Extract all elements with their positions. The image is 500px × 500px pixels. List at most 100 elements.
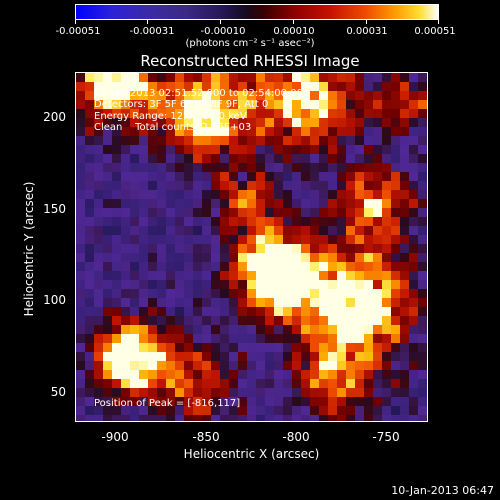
heatmap-cell (337, 370, 346, 379)
heatmap-cell (292, 361, 301, 370)
heatmap-cell (328, 118, 337, 127)
heatmap-cell (364, 370, 373, 379)
heatmap-cell (274, 91, 283, 100)
heatmap-cell (130, 235, 139, 244)
heatmap-cell (364, 343, 373, 352)
heatmap-cell (310, 307, 319, 316)
heatmap-cell (310, 298, 319, 307)
heatmap-cell (346, 388, 355, 397)
heatmap-cell (391, 217, 400, 226)
heatmap-cell (265, 100, 274, 109)
heatmap-cell (130, 253, 139, 262)
heatmap-cell (238, 82, 247, 91)
heatmap-cell (274, 280, 283, 289)
heatmap-cell (112, 217, 121, 226)
heatmap-cell (157, 280, 166, 289)
heatmap-cell (391, 163, 400, 172)
heatmap-cell (418, 271, 427, 280)
heatmap-cell (409, 343, 418, 352)
heatmap-cell (337, 325, 346, 334)
heatmap-cell (229, 226, 238, 235)
heatmap-cell (355, 370, 364, 379)
heatmap-cell (382, 208, 391, 217)
heatmap-cell (148, 334, 157, 343)
heatmap-cell (220, 289, 229, 298)
heatmap-cell (184, 370, 193, 379)
heatmap-cell (427, 118, 428, 127)
heatmap-cell (274, 370, 283, 379)
heatmap-cell (310, 262, 319, 271)
heatmap-cell (130, 343, 139, 352)
heatmap-cell (157, 73, 166, 82)
heatmap-cell (274, 127, 283, 136)
heatmap-cell (148, 172, 157, 181)
heatmap-cell (229, 82, 238, 91)
heatmap-cell (418, 100, 427, 109)
heatmap-cell (85, 226, 94, 235)
heatmap-cell (175, 244, 184, 253)
heatmap-cell (211, 199, 220, 208)
heatmap-cell (103, 307, 112, 316)
heatmap-cell (76, 91, 85, 100)
heatmap-cell (139, 298, 148, 307)
heatmap-cell (229, 172, 238, 181)
heatmap-cell (112, 271, 121, 280)
heatmap-cell (184, 298, 193, 307)
heatmap-cell (76, 208, 85, 217)
heatmap-cell (265, 262, 274, 271)
heatmap-cell (391, 307, 400, 316)
heatmap-cell (175, 352, 184, 361)
heatmap-cell (229, 262, 238, 271)
heatmap-cell (301, 91, 310, 100)
heatmap-cell (418, 217, 427, 226)
heatmap-cell (103, 316, 112, 325)
heatmap-cell (139, 82, 148, 91)
heatmap-cell (265, 145, 274, 154)
heatmap-cell (184, 73, 193, 82)
heatmap-cell (130, 406, 139, 415)
heatmap-cell (247, 109, 256, 118)
heatmap-cell (328, 379, 337, 388)
heatmap-cell (139, 127, 148, 136)
heatmap-cell (346, 208, 355, 217)
heatmap-cell (247, 163, 256, 172)
heatmap-cell (418, 91, 427, 100)
heatmap-cell (175, 190, 184, 199)
heatmap-cell (301, 181, 310, 190)
heatmap-cell (229, 379, 238, 388)
heatmap-cell (400, 208, 409, 217)
heatmap-cell (211, 217, 220, 226)
heatmap-cell (166, 361, 175, 370)
heatmap-cell (310, 280, 319, 289)
heatmap-cell (130, 244, 139, 253)
heatmap-cell (76, 397, 85, 406)
heatmap-cell (337, 289, 346, 298)
heatmap-cell (157, 154, 166, 163)
heatmap-cell (409, 352, 418, 361)
heatmap-cell (274, 82, 283, 91)
heatmap-cell (310, 334, 319, 343)
heatmap-cell (157, 379, 166, 388)
heatmap-cell (211, 397, 220, 406)
heatmap-cell (220, 145, 229, 154)
heatmap-cell (427, 217, 428, 226)
heatmap-cell (400, 136, 409, 145)
heatmap-cell (103, 118, 112, 127)
heatmap-cell (211, 172, 220, 181)
heatmap-cell (310, 73, 319, 82)
y-tick-label: 100 (43, 293, 66, 307)
heatmap-cell (373, 406, 382, 415)
heatmap-cell (265, 289, 274, 298)
heatmap-cell (112, 334, 121, 343)
heatmap-cell (418, 82, 427, 91)
heatmap-cell (76, 199, 85, 208)
heatmap-cell (355, 334, 364, 343)
heatmap-cell (211, 388, 220, 397)
heatmap-cell (319, 226, 328, 235)
y-axis-title: Heliocentric Y (arcsec) (22, 181, 36, 317)
heatmap-cell (409, 316, 418, 325)
heatmap-cell (418, 325, 427, 334)
heatmap-cell (112, 190, 121, 199)
heatmap-cell (166, 136, 175, 145)
heatmap-cell (76, 370, 85, 379)
